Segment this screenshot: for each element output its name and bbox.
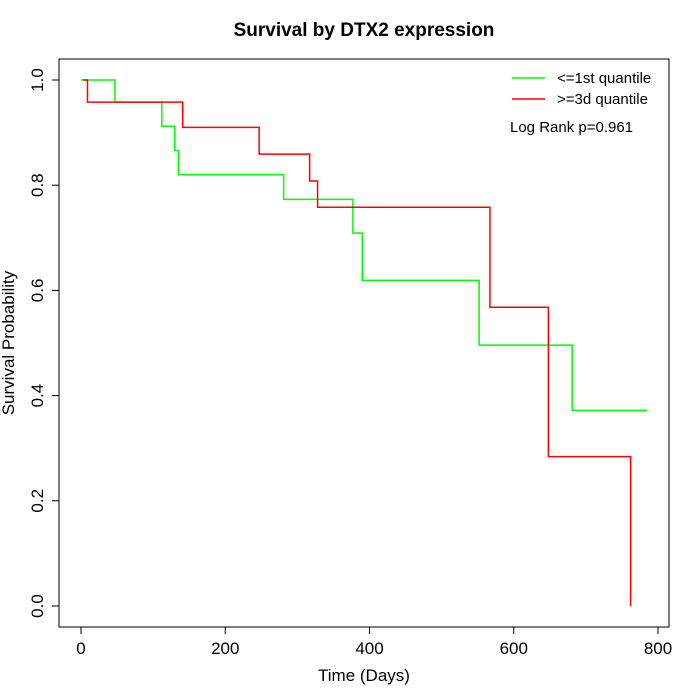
legend-label: <=1st quantile <box>557 70 651 87</box>
y-tick-label: 0.4 <box>28 384 47 408</box>
log-rank-annotation: Log Rank p=0.961 <box>510 119 633 136</box>
y-tick-label: 0.0 <box>28 594 47 618</box>
x-axis-label: Time (Days) <box>318 666 410 685</box>
axis-ticks: 0 200 400 600 800 0.0 0.2 0.4 0.6 0.8 1.0 <box>28 68 672 658</box>
y-tick-label: 1.0 <box>28 68 47 92</box>
legend: <=1st quantile >=3d quantile <box>512 70 651 108</box>
y-axis-label: Survival Probability <box>0 270 18 415</box>
chart-title: Survival by DTX2 expression <box>234 20 495 41</box>
y-tick-label: 0.2 <box>28 489 47 513</box>
x-tick-label: 800 <box>644 639 672 658</box>
x-tick-label: 400 <box>355 639 383 658</box>
x-tick-label: 200 <box>211 639 239 658</box>
legend-label: >=3d quantile <box>557 91 648 108</box>
plot-frame <box>58 58 670 628</box>
y-tick-label: 0.8 <box>28 173 47 197</box>
y-tick-label: 0.6 <box>28 279 47 303</box>
x-tick-label: 0 <box>76 639 85 658</box>
survival-curves <box>81 79 648 606</box>
survival-curve-series-1 <box>81 79 648 412</box>
survival-curve-series-2 <box>83 79 632 606</box>
x-tick-label: 600 <box>500 639 528 658</box>
